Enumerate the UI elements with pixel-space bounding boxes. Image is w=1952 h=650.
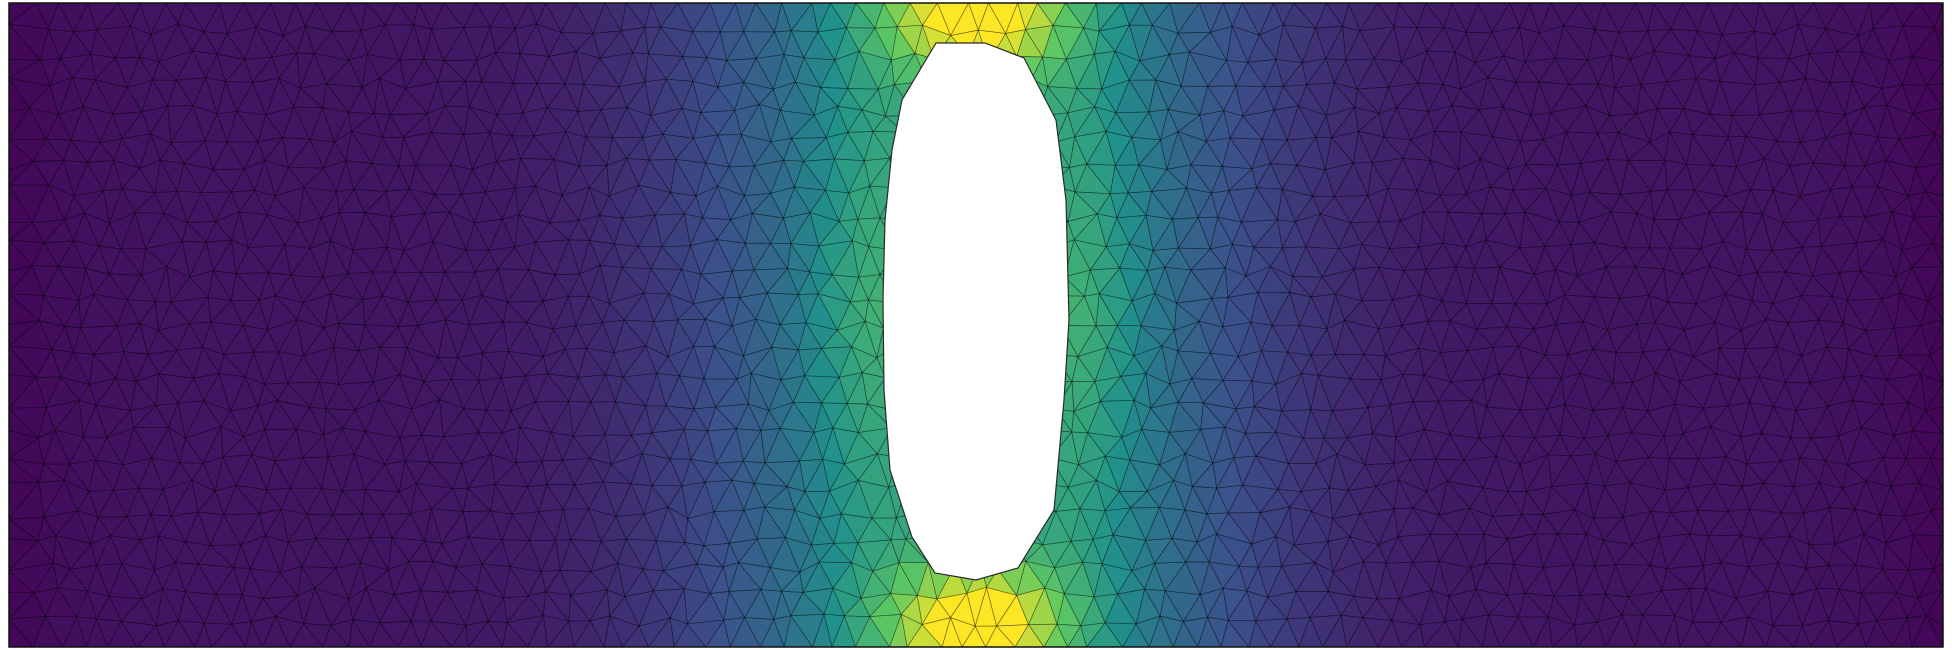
mesh-element (1934, 26, 1943, 62)
mesh-element (1925, 83, 1943, 109)
stress-field-layer (9, 3, 1943, 647)
